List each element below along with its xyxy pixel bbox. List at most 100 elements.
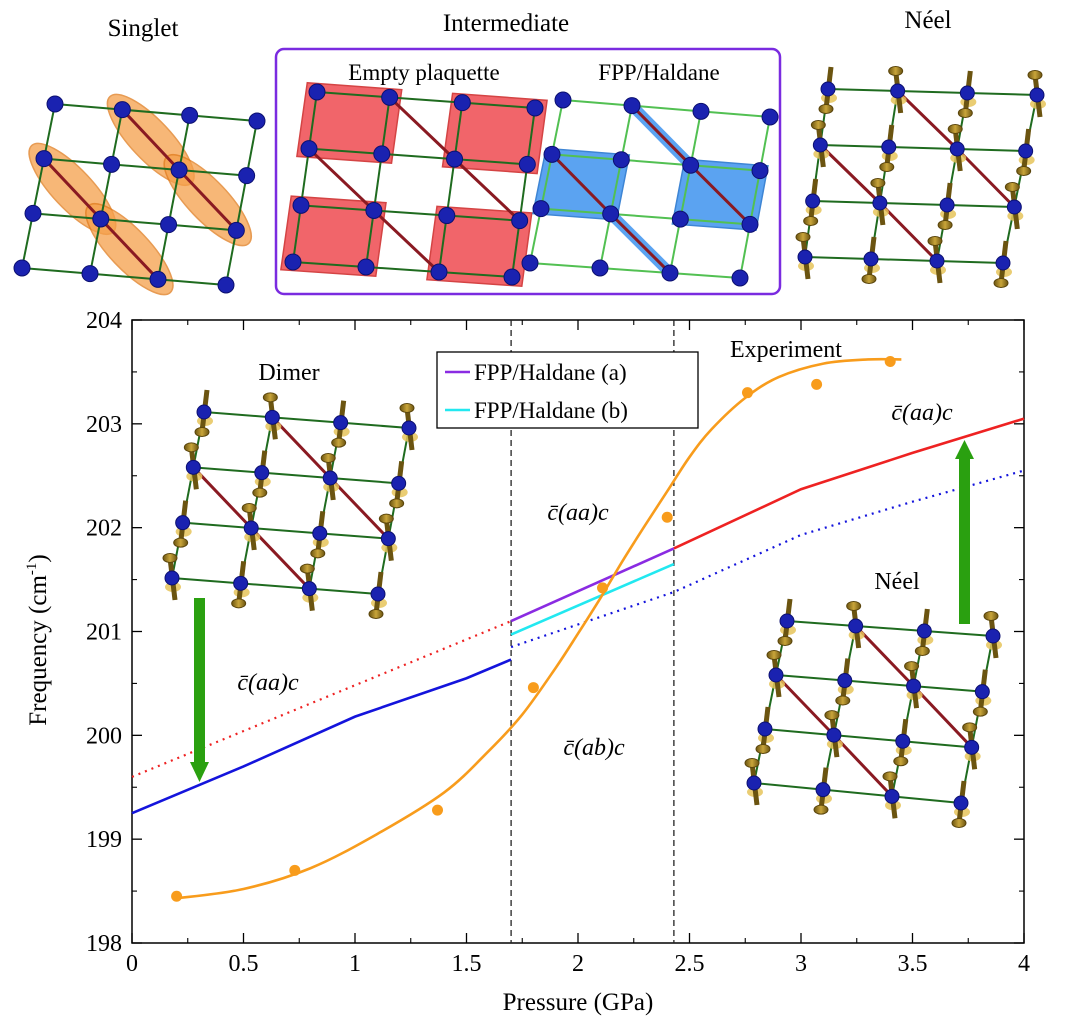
dimer-bond — [912, 685, 973, 749]
dimer-bond — [192, 466, 253, 530]
up-arrow-head — [955, 440, 974, 459]
lattice-bond — [111, 163, 180, 171]
lattice-bond — [445, 158, 456, 216]
x-tick-label: 3 — [795, 951, 807, 977]
spin-head — [399, 403, 415, 413]
lattice-bond — [924, 630, 994, 637]
lattice-atom — [779, 613, 795, 629]
lattice-atom — [526, 99, 544, 117]
singlet-lattice — [13, 93, 266, 296]
lattice-bond — [157, 278, 227, 286]
x-tick-label: 1 — [349, 951, 361, 977]
lattice-atom — [543, 145, 561, 163]
dimer-bond — [878, 201, 939, 263]
dimer-inset-lattice — [162, 389, 418, 619]
lattice-bond — [438, 215, 448, 273]
lattice-bond — [89, 272, 159, 281]
empty-plaquette-shade — [441, 92, 548, 175]
experiment-point — [527, 682, 539, 694]
dimer-bond — [250, 526, 311, 590]
spin-head — [937, 220, 953, 230]
lattice-bond — [749, 170, 761, 225]
legend-label-fpp-b: FPP/Haldane (b) — [474, 398, 628, 423]
lattice-atom — [731, 269, 749, 287]
lattice-bond — [551, 99, 564, 155]
singlet-title: Singlet — [108, 15, 179, 42]
y-axis-label-sup: -1 — [24, 563, 40, 576]
lattice-atom — [238, 167, 256, 185]
spin-head — [766, 650, 782, 660]
dimer-bond — [307, 147, 375, 212]
intermediate-title: Intermediate — [443, 10, 569, 37]
lattice-atom — [974, 684, 990, 700]
spin-head — [972, 706, 988, 717]
lattice-atom — [602, 205, 620, 223]
spin-head — [882, 771, 898, 782]
lattice-atom — [872, 195, 888, 211]
lattice-atom — [797, 249, 813, 265]
lattice-bond — [879, 202, 948, 206]
lattice-atom — [35, 150, 53, 168]
lattice-bond — [292, 261, 367, 268]
experiment-point — [597, 582, 609, 594]
lattice-bond — [786, 620, 856, 627]
lattice-atom — [446, 150, 464, 168]
lattice-bond — [936, 260, 1004, 264]
lattice-bond — [330, 477, 399, 485]
lattice-atom — [692, 102, 710, 120]
lattice-bond — [189, 114, 258, 122]
lattice-atom — [401, 420, 417, 436]
lattice-bond — [462, 101, 536, 109]
lattice-bond — [203, 411, 273, 419]
spin-head — [162, 553, 178, 563]
lattice-atom — [521, 254, 539, 272]
lattice-atom — [185, 459, 201, 475]
lattice-atom — [815, 782, 831, 798]
lattice-atom — [292, 196, 310, 214]
lattice-bond — [690, 164, 761, 172]
lattice-atom — [92, 210, 110, 228]
lattice-atom — [380, 531, 396, 547]
lattice-atom — [768, 667, 784, 683]
lattice-atom — [300, 140, 318, 158]
up-arrow-shaft — [959, 458, 970, 624]
neel-inset-lattice — [744, 598, 1002, 828]
neel-top-lattice — [795, 66, 1046, 288]
lattice-bond — [32, 158, 45, 214]
lattice-atom — [196, 404, 212, 420]
lattice-bond — [43, 157, 112, 166]
lattice-bond — [340, 421, 410, 429]
dimer-bond — [372, 209, 441, 274]
x-tick-label: 2.5 — [675, 951, 705, 977]
y-axis-label-close: ) — [25, 554, 52, 562]
y-axis-label: Frequency (cm-1) — [24, 554, 52, 725]
lattice-atom — [170, 161, 188, 179]
lattice-bond — [292, 205, 302, 263]
lattice-bond — [947, 204, 1015, 208]
lattice-bond — [122, 108, 190, 117]
lattice-bond — [171, 577, 241, 585]
lattice-atom — [391, 475, 407, 491]
lattice-bond — [446, 214, 520, 222]
spin-head — [818, 104, 834, 114]
lattice-atom — [518, 155, 536, 173]
lattice-bond — [689, 111, 702, 166]
x-tick-label: 2 — [572, 951, 584, 977]
lattice-bond — [739, 224, 751, 279]
lattice-bond — [32, 212, 101, 220]
lattice-bond — [381, 152, 455, 161]
spin-head — [927, 236, 943, 246]
spin-head — [744, 758, 760, 768]
empty-plaquette-title: Empty plaquette — [348, 60, 499, 85]
spin-head — [795, 232, 811, 242]
lattice-atom — [217, 276, 235, 294]
lattice-atom — [820, 81, 836, 97]
y-tick-label: 198 — [86, 931, 122, 957]
lattice-atom — [826, 727, 842, 743]
lattice-bond — [610, 212, 681, 221]
lattice-bond — [179, 169, 247, 177]
lattice-bond — [518, 164, 529, 221]
spin-head — [803, 216, 819, 226]
fpp-haldane-lattice — [521, 91, 779, 287]
